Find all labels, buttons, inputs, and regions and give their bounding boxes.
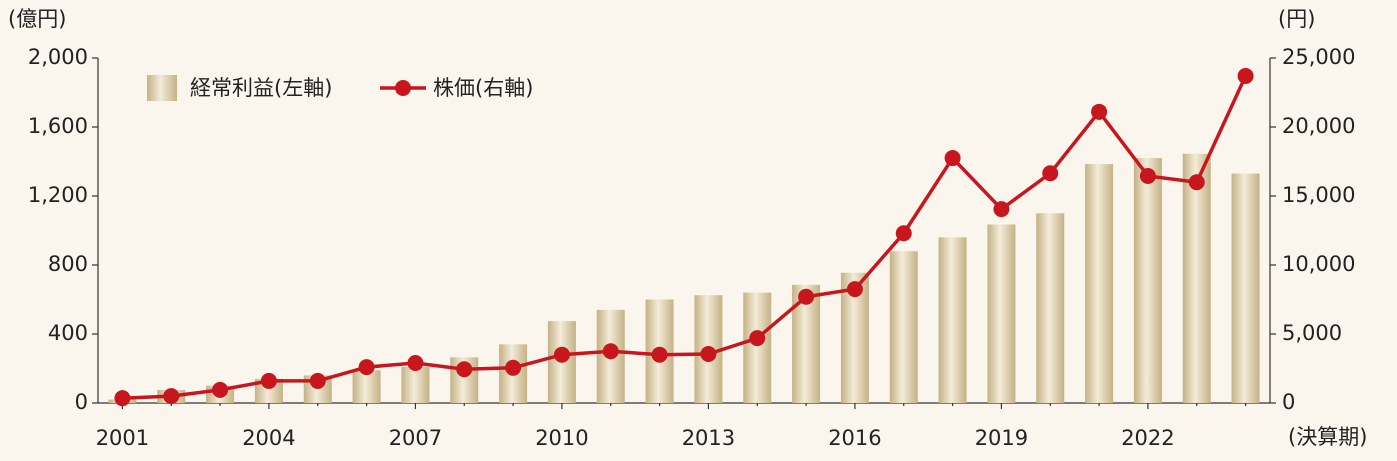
point: [846, 281, 863, 298]
bar: [1231, 173, 1260, 403]
line: [122, 75, 1248, 400]
point: [407, 354, 424, 371]
point: [114, 390, 131, 407]
legend-swatch: [395, 80, 411, 96]
bar: [1036, 213, 1065, 403]
point: [895, 225, 912, 242]
y-unit: (億円): [8, 7, 66, 31]
point: [749, 330, 766, 347]
legend-label: 株価(右軸): [433, 76, 533, 100]
x-tick-label: 2010: [535, 426, 588, 450]
x-tick-label: 2022: [1121, 426, 1174, 450]
legend-label: 経常利益(左軸): [190, 76, 332, 100]
bar: [401, 366, 430, 403]
y-tick-label: 400: [48, 321, 88, 345]
bar: [1085, 164, 1114, 403]
bar: [743, 292, 772, 403]
y-tick-label: 1,200: [28, 183, 88, 207]
y2-tick-label: 0: [1282, 390, 1295, 414]
point: [553, 346, 570, 363]
point: [1091, 103, 1108, 120]
point: [944, 150, 961, 167]
bar: [938, 237, 967, 403]
x-tick-label: 2004: [242, 426, 295, 450]
x-tick-label: 2019: [975, 426, 1028, 450]
x-tick-label: 2016: [828, 426, 881, 450]
y2-tick-label: 25,000: [1282, 45, 1355, 69]
y2-tick-label: 10,000: [1282, 252, 1355, 276]
x-tick-label: 2013: [682, 426, 735, 450]
y-tick-label: 1,600: [28, 114, 88, 138]
x-tick-label: 2007: [389, 426, 442, 450]
bar: [1182, 153, 1211, 403]
point: [651, 346, 668, 363]
point: [602, 343, 619, 360]
point: [1188, 174, 1205, 191]
point: [212, 381, 229, 398]
point: [993, 201, 1010, 218]
x-unit: (決算期): [1288, 425, 1367, 449]
point: [163, 388, 180, 405]
x-tick-label: 2001: [96, 426, 149, 450]
point: [700, 346, 717, 363]
point: [1237, 67, 1254, 84]
bar: [889, 251, 918, 403]
y-tick-label: 0: [75, 390, 88, 414]
y2-tick-label: 20,000: [1282, 114, 1355, 138]
y2-tick-label: 5,000: [1282, 321, 1342, 345]
point: [358, 359, 375, 376]
bar: [352, 370, 381, 403]
point: [309, 372, 326, 389]
y2-tick-label: 15,000: [1282, 183, 1355, 207]
point: [1139, 167, 1156, 184]
point: [1042, 165, 1059, 182]
point: [505, 359, 522, 376]
point: [260, 372, 277, 389]
bar: [987, 224, 1016, 403]
legend-swatch: [147, 75, 177, 101]
point: [456, 361, 473, 378]
y2-unit: (円): [1278, 7, 1315, 31]
point: [798, 288, 815, 305]
y-tick-label: 2,000: [28, 45, 88, 69]
bar: [1133, 158, 1162, 403]
y-tick-label: 800: [48, 252, 88, 276]
